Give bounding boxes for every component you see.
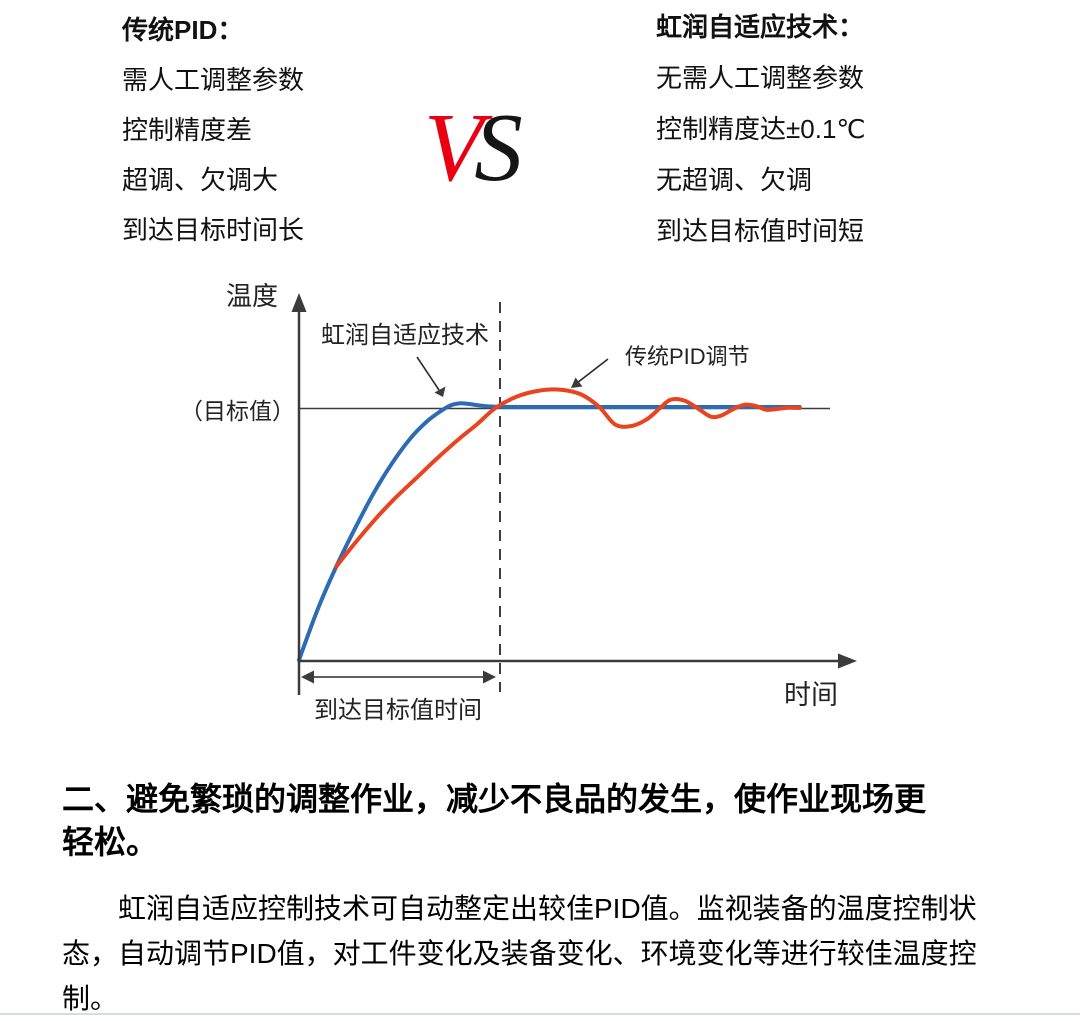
vs-letter-v: V [424,94,483,201]
section-heading-line: 轻松。 [62,824,159,860]
adaptive-tech-column: 虹润自适应技术： 无需人工调整参数 控制精度达±0.1℃ 无超调、欠调 到达目标… [656,2,866,257]
traditional-pid-column: 传统PID： 需人工调整参数 控制精度差 超调、欠调大 到达目标时间长 [122,5,304,255]
adaptive-tech-item: 到达目标值时间短 [656,216,865,246]
section-heading: 二、避免繁琐的调整作业，减少不良品的发生，使作业现场更 轻松。 [62,778,1022,864]
section-heading-line: 二、避免繁琐的调整作业，减少不良品的发生，使作业现场更 [62,781,927,817]
x-axis-arrowhead-icon [838,653,857,669]
traditional-pid-item: 超调、欠调大 [122,165,279,195]
section-body: 虹润自适应控制技术可自动整定出较佳PID值。监视装备的温度控制状 态，自动调节P… [62,886,1022,1021]
pid-annotation-arrow [576,358,609,384]
pid-curve [334,387,802,569]
section-two: 二、避免繁琐的调整作业，减少不良品的发生，使作业现场更 轻松。 虹润自适应控制技… [62,778,1022,1021]
adaptive-annotation-arrow [416,356,440,391]
x-axis-label: 时间 [784,680,838,710]
section-body-line: 虹润自适应控制技术可自动整定出较佳PID值。监视装备的温度控制状 [118,893,977,924]
pid-curve-label: 传统PID调节 [625,344,750,369]
section-body-line: 态，自动调节PID值，对工件变化及装备变化、环境变化等进行较佳温度控 [62,938,977,969]
pid-annotation-arrowhead-icon [571,377,583,388]
reach-time-label: 到达目标值时间 [314,697,482,724]
adaptive-tech-item: 无需人工调整参数 [656,63,865,93]
adaptive-tech-item: 控制精度达±0.1℃ [656,114,866,144]
adaptive-tech-title: 虹润自适应技术： [656,12,865,42]
traditional-pid-title: 传统PID： [122,15,244,45]
traditional-pid-item: 控制精度差 [122,115,253,145]
temperature-response-chart: 温度 （目标值） 虹润自适应技术 传统PID调节 到达目标值时间 时间 [180,281,857,724]
traditional-pid-item: 需人工调整参数 [122,65,305,95]
y-axis-arrowhead-icon [291,293,307,312]
adaptive-curve [297,401,802,662]
bottom-divider [0,1013,1080,1015]
adaptive-annotation-arrowhead-icon [434,386,446,397]
section-body-line: 制。 [62,983,119,1014]
traditional-pid-item: 到达目标时间长 [122,215,305,245]
reach-time-arrowhead-left-icon [301,670,314,684]
target-value-label: （目标值） [180,398,295,424]
reach-time-arrowhead-right-icon [483,670,496,684]
adaptive-tech-item: 无超调、欠调 [656,165,813,195]
y-axis-label: 温度 [226,281,278,311]
adaptive-curve-label: 虹润自适应技术 [321,322,489,349]
